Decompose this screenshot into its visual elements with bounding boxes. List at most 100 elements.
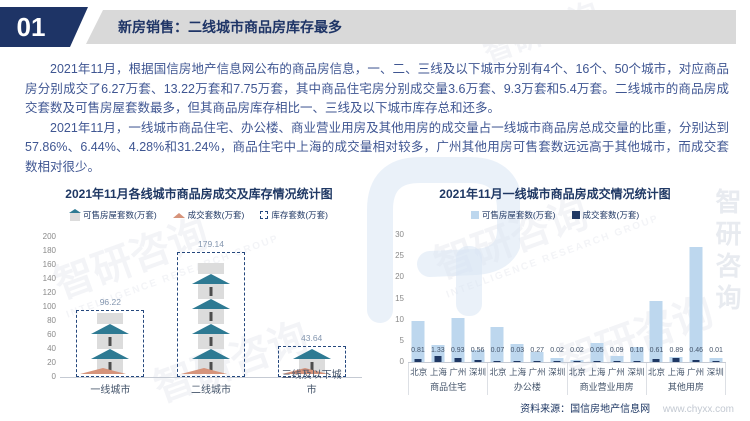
sold-units-bar [633, 360, 641, 362]
x-axis-group-cell: 北京 上海 广州 深圳 商业营业用房 [566, 363, 646, 395]
x-axis-group-cell: 北京 上海 广州 深圳 办公楼 [487, 363, 566, 395]
bar-slot: 0.03 [507, 235, 527, 362]
legend-item: 成交套数(万套) [571, 209, 639, 221]
legend-label: 可售房屋套数(万套) [481, 210, 556, 220]
available-units-bar [411, 321, 425, 362]
chart-x-axis: 北京 上海 广州 深圳 商品住宅 北京 上海 广州 深圳 办公楼 北京 上海 广州 深圳 商业营业用房 北京上… [408, 363, 726, 395]
bar-slot: 0.07 [488, 235, 508, 362]
legend-item: 可售房屋套数(万套) [68, 209, 157, 221]
y-tick-label: 160 [42, 260, 56, 269]
bar-group: 0.81 1.33 0.93 0.56 [408, 235, 488, 362]
bar-slot: 0.89 [666, 235, 686, 362]
header-title-bar: 新房销售：二线城市商品房库存最多 [86, 10, 736, 44]
city-label: 广州 [528, 367, 546, 377]
city-label: 深圳 [627, 367, 645, 377]
bar-slot: 0.05 [587, 235, 607, 362]
chart-tier1-transactions: 2021年11月一线城市商品房成交情况统计图 可售房屋套数(万套) 成交套数(万套… [380, 183, 730, 402]
chart-legend: 可售房屋套数(万套) 成交套数(万套) 库存套数(万套) [30, 209, 368, 221]
y-tick-label: 180 [42, 246, 56, 255]
page-title: 新房销售：二线城市商品房库存最多 [118, 19, 342, 35]
city-label: 广州 [607, 367, 625, 377]
inventory-dashed-box [76, 309, 145, 377]
city-label: 上海 [429, 367, 447, 377]
sold-units-bar [712, 360, 720, 362]
legend-label: 可售房屋套数(万套) [82, 210, 157, 220]
charts-row: 2021年11月各线城市商品房成交及库存情况统计图 可售房屋套数(万套) 成交套数… [30, 183, 730, 402]
bar-slot: 0.81 [408, 235, 428, 362]
sold-value-label: 0.27 [530, 347, 544, 354]
city-label: 北京 [568, 367, 586, 377]
sold-units-bar [434, 356, 442, 362]
sold-value-label: 0.89 [669, 347, 684, 354]
sold-units-bar [613, 360, 621, 362]
house-door [209, 362, 213, 371]
sold-value-label: 0.07 [490, 347, 505, 354]
y-tick-label: 20 [395, 272, 404, 282]
sold-units-bar [414, 358, 422, 362]
bar-slot: 1.33 [428, 235, 448, 362]
available-units-bar [530, 352, 544, 362]
legend-label: 库存套数(万套) [271, 210, 328, 220]
bar-group: 0.02 0.05 0.09 0.10 [567, 235, 647, 362]
available-units-bar [550, 357, 564, 362]
y-tick-label: 140 [42, 274, 56, 283]
sold-value-label: 0.10 [629, 347, 644, 354]
bar-slot: 0.61 [647, 235, 667, 362]
sold-units-bar [513, 360, 521, 362]
house-roof [91, 324, 130, 334]
chart-plot-area: 0 20 40 60 80 100 120 140 160 180 200 96.22 一线城市 179.… [43, 232, 362, 396]
house-cap-segment [97, 313, 124, 324]
chart-plot-area: 0 5 10 15 20 25 30 0.81 1.33 0.93 0.56 0.07 0.03 0.27… [395, 230, 727, 366]
y-tick-label: 80 [47, 316, 56, 325]
legend-swatch [470, 211, 479, 219]
y-tick-label: 20 [47, 358, 56, 367]
sold-units-marker [281, 368, 328, 374]
sold-value-label: 0.93 [450, 347, 465, 354]
bar-group: 0.61 0.89 0.46 0.01 [647, 235, 727, 362]
sold-value-label: 0.61 [649, 347, 664, 354]
sold-value-label: 0.09 [609, 347, 624, 354]
sold-value-label: 0.01 [709, 347, 723, 354]
y-tick-label: 10 [395, 314, 404, 324]
city-label: 广州 [449, 367, 467, 377]
house-roof [192, 349, 230, 359]
house-roof [91, 349, 130, 359]
bar-slot: 0.27 [527, 235, 547, 362]
city-label-row: 北京 上海 广州 深圳 [409, 364, 487, 378]
house-door [209, 337, 213, 346]
house-body [198, 334, 224, 349]
sold-units-bar [493, 360, 501, 362]
group-label: 其他用房 [667, 382, 704, 392]
source-website: www.chyxx.com [662, 404, 734, 415]
inventory-box-icon [260, 211, 269, 219]
available-units-bar [610, 356, 624, 362]
house-body [198, 309, 224, 324]
available-units-bar [451, 317, 465, 362]
house-icon [192, 274, 230, 299]
city-label: 上海 [509, 367, 527, 377]
group-label: 商业营业用房 [579, 382, 634, 392]
sold-value-label: 0.02 [570, 347, 584, 354]
source-footer: 资料来源：国信房地产信息网 www.chyxx.com [520, 400, 734, 415]
sold-units-bar [573, 360, 581, 362]
city-label-row: 北京 上海 广州 深圳 [647, 364, 725, 378]
house-roof [192, 324, 230, 334]
city-label: 深圳 [548, 367, 566, 377]
bar-slot: 0.09 [607, 235, 627, 362]
sold-units-bar [474, 359, 482, 362]
available-units-bar [649, 300, 663, 362]
x-axis-group-cell: 北京 上海 广州 深圳其他用房 [645, 363, 725, 395]
inventory-dashed-box [177, 251, 245, 377]
house-roof [292, 349, 331, 359]
sold-value-label: 0.46 [689, 347, 703, 354]
source-label: 资料来源：国信房地产信息网 [520, 404, 651, 415]
sold-units-bar [454, 358, 462, 362]
sold-units-bar [672, 358, 680, 362]
sold-units-bar [533, 360, 541, 362]
sold-value-label: 0.81 [411, 347, 425, 354]
city-label: 深圳 [706, 367, 724, 377]
house-body [97, 334, 124, 349]
bar-slot: 0.93 [448, 235, 468, 362]
city-label: 深圳 [468, 367, 486, 377]
sold-value-label: 0.56 [470, 347, 485, 354]
